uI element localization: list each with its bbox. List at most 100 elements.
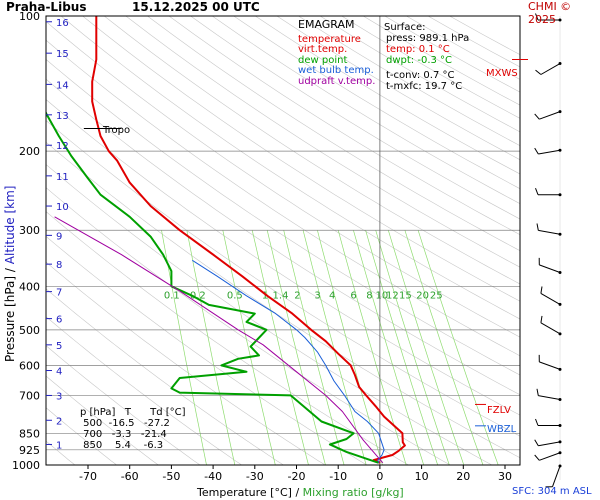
wind-barb-dot (558, 332, 562, 336)
mixing-ratio-line (283, 230, 345, 465)
surface-temp: temp: 0.1 °C (386, 44, 450, 55)
level-table-row: 500 -16.5 -27.2 (80, 418, 170, 429)
mixing-ratio-line (161, 230, 207, 465)
mixing-ratio-label: 1.4 (273, 290, 289, 301)
fzlv-label: FZLV (487, 405, 511, 416)
dry-adiabat (46, 120, 520, 437)
altitude-tick-label: 13 (56, 111, 69, 122)
mixing-ratio-label: 15 (399, 290, 412, 301)
x-axis-sep: / (295, 486, 300, 499)
wind-barb-feather (534, 113, 540, 120)
legend-item-temperature: temperature (298, 33, 361, 45)
surface-tmxfc: t-mxfc: 19.7 °C (386, 81, 463, 92)
altitude-label: Altitude [km] (3, 185, 17, 265)
surface-press: press: 989.1 hPa (386, 33, 470, 44)
dry-adiabat (168, 16, 520, 236)
altitude-tick-label: 4 (56, 367, 62, 378)
wbzl-label: WBZL (487, 424, 517, 435)
wind-barb-feather (535, 418, 539, 426)
altitude-tick-label: 6 (56, 315, 62, 326)
wind-barb-dot (558, 232, 562, 236)
wind-barb-feather (540, 286, 543, 294)
mixing-ratio-label: 0.1 (164, 290, 180, 301)
x-tick-label: 10 (415, 470, 429, 483)
mixing-ratio-line (222, 230, 276, 465)
wind-barb (539, 264, 561, 273)
altitude-tick-label: 9 (56, 231, 62, 242)
altitude-tick-label: 14 (56, 80, 69, 91)
legend-item-updraft: udpraft v.temp. (298, 75, 376, 87)
wind-barb (552, 465, 561, 487)
y-axis-sep: / (3, 268, 17, 273)
mixing-ratio-line (317, 230, 383, 465)
dry-adiabat (46, 59, 520, 376)
mixing-ratio-line (375, 230, 450, 465)
x-tick-label: -40 (204, 470, 222, 483)
altitude-tick-label: 12 (56, 141, 69, 152)
altitude-tick-label: 3 (56, 391, 62, 402)
wind-barb (538, 229, 561, 235)
series-wet-bulb-temp-line (192, 259, 385, 464)
legend-item-virt-temp: virt.temp. (298, 44, 348, 55)
mixing-ratio-label: 10 (376, 290, 389, 301)
dry-adiabat (46, 78, 520, 396)
mixing-ratio-label: 12 (386, 290, 399, 301)
wind-barb-feather (540, 315, 543, 323)
wind-barb-dot (558, 193, 562, 197)
wind-barb-feather (536, 223, 539, 231)
level-table-row: 700 -3.3 -21.4 (80, 429, 167, 440)
pressure-tick-label: 850 (19, 427, 40, 440)
pressure-tick-label: 1000 (12, 459, 40, 472)
x-tick-label: -50 (162, 470, 180, 483)
plot-frame (45, 15, 521, 466)
wind-barb-feather (534, 439, 539, 446)
legend-item-dew-point: dew point (298, 54, 348, 66)
legend-item-wet-bulb: wet bulb temp. (298, 65, 374, 76)
wind-barb-dot (558, 367, 562, 371)
wind-barb (540, 63, 561, 75)
wind-barb-dot (558, 148, 562, 152)
x-tick-label: 30 (498, 470, 512, 483)
x-tick-label: -20 (288, 470, 306, 483)
altitude-tick-label: 5 (56, 341, 62, 352)
dry-adiabat (82, 16, 520, 302)
legend: EMAGRAM temperature virt.temp. dew point… (298, 18, 376, 87)
mixing-ratio-label: 8 (366, 290, 372, 301)
tropopause-label: Tropo (103, 125, 131, 136)
mxws-label: MXWS (486, 68, 518, 79)
wind-barb (538, 441, 561, 447)
wind-barb-dot (558, 18, 562, 22)
surface-info: Surface: press: 989.1 hPa temp: 0.1 °C d… (384, 22, 469, 92)
wind-barb-dot (558, 464, 562, 468)
wind-barb-feather (535, 69, 542, 75)
x-tick-label: -10 (329, 470, 347, 483)
wind-barb-dot (558, 423, 562, 427)
mixing-ratio-label: 20 (416, 290, 429, 301)
x-tick-label: -60 (121, 470, 139, 483)
mixing-ratio-line (365, 230, 439, 465)
x-tick-label: -70 (79, 470, 97, 483)
dry-adiabat (46, 261, 326, 465)
dry-adiabat (147, 16, 520, 252)
level-table: p [hPa] T Td [°C] 500 -16.5 -27.2 700 -3… (80, 407, 186, 451)
dry-adiabat (60, 16, 520, 320)
surface-title: Surface: (384, 22, 426, 33)
x-tick-label: 0 (376, 470, 383, 483)
mixing-ratio-line (251, 230, 309, 465)
mixing-ratio-label: 25 (430, 290, 443, 301)
altitude-tick-label: 16 (56, 18, 69, 29)
legend-title: EMAGRAM (298, 18, 355, 31)
wind-barb-dot (558, 302, 562, 306)
wind-barb (539, 361, 561, 370)
wind-barb (538, 395, 561, 400)
pressure-label: Pressure [hPa] (3, 275, 17, 362)
level-table-header: p [hPa] T Td [°C] (80, 407, 186, 418)
temperature-axis-label: Temperature [°C] (197, 486, 292, 499)
mixing-ratio-line (404, 230, 484, 465)
mixing-ratio-label: 4 (329, 290, 335, 301)
pressure-tick-label: 300 (19, 224, 40, 237)
wind-barb-feather (534, 147, 539, 155)
dry-adiabat (190, 16, 520, 220)
altitude-tick-label: 10 (56, 202, 69, 213)
